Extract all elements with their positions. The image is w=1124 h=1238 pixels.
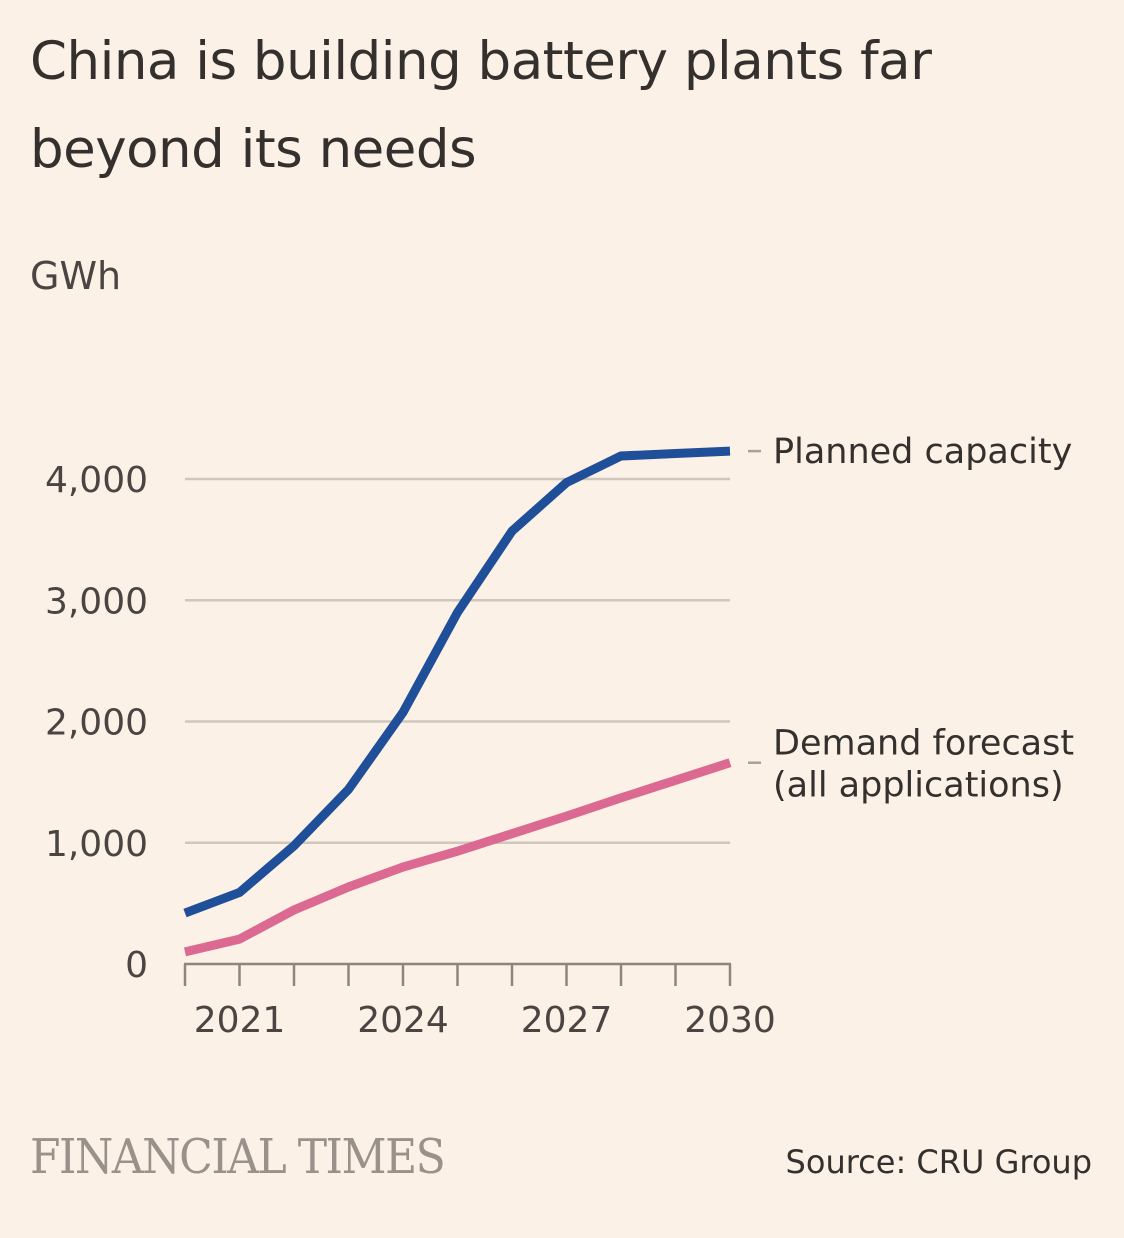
y-tick-label: 1,000 [45,824,148,865]
line-chart: 0 1,000 2,000 3,000 4,000 2021 2024 2027 2030 P… [45,432,1074,1041]
source-note: Source: CRU Group [785,1143,1092,1181]
series-lines [183,446,732,957]
chart-title: China is building battery plants far bey… [30,31,932,180]
x-tick-label: 2021 [194,1000,286,1041]
y-tick-label: 2,000 [45,703,148,744]
gridlines [185,477,730,844]
x-axis [183,962,732,986]
x-axis-tick-labels: 2021 2024 2027 2030 [194,1000,776,1041]
financial-times-logo: FINANCIAL TIMES [30,1130,446,1186]
series-labels: Planned capacity Demand forecast(all appl… [748,432,1074,806]
y-tick-label: 0 [125,945,148,986]
series-line-demand-forecast [183,758,732,957]
y-axis-ticks: 0 1,000 2,000 3,000 4,000 [45,460,148,986]
series-label: Demand forecast [773,724,1074,764]
y-tick-label: 3,000 [45,581,148,622]
series-line-planned-capacity [183,446,731,918]
x-tick-label: 2024 [357,1000,449,1041]
series-label: (all applications) [773,766,1064,806]
series-label: Planned capacity [773,432,1072,472]
y-tick-label: 4,000 [45,460,148,501]
y-axis-unit-label: GWh [30,254,122,298]
x-tick-label: 2027 [521,1000,613,1041]
x-tick-label: 2030 [684,1000,776,1041]
